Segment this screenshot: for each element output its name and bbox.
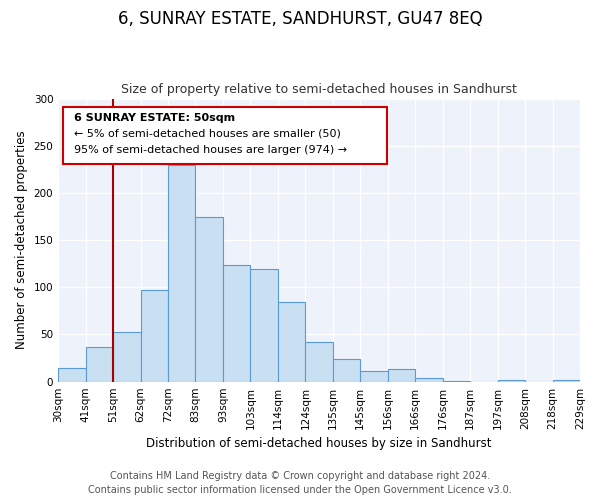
Bar bbox=[86, 347, 113, 382]
Bar bbox=[553, 380, 580, 382]
Bar bbox=[113, 332, 140, 382]
Bar bbox=[250, 270, 278, 382]
Bar bbox=[497, 380, 525, 382]
Bar bbox=[415, 378, 443, 382]
X-axis label: Distribution of semi-detached houses by size in Sandhurst: Distribution of semi-detached houses by … bbox=[146, 437, 492, 450]
Bar bbox=[443, 380, 470, 382]
Text: 6, SUNRAY ESTATE, SANDHURST, GU47 8EQ: 6, SUNRAY ESTATE, SANDHURST, GU47 8EQ bbox=[118, 10, 482, 28]
Bar bbox=[140, 290, 168, 382]
Bar bbox=[278, 302, 305, 382]
Title: Size of property relative to semi-detached houses in Sandhurst: Size of property relative to semi-detach… bbox=[121, 83, 517, 96]
FancyBboxPatch shape bbox=[64, 107, 387, 164]
Bar bbox=[58, 368, 86, 382]
Text: ← 5% of semi-detached houses are smaller (50): ← 5% of semi-detached houses are smaller… bbox=[74, 129, 341, 139]
Bar bbox=[196, 216, 223, 382]
Text: 6 SUNRAY ESTATE: 50sqm: 6 SUNRAY ESTATE: 50sqm bbox=[74, 112, 235, 122]
Bar bbox=[333, 359, 360, 382]
Bar bbox=[305, 342, 333, 382]
Y-axis label: Number of semi-detached properties: Number of semi-detached properties bbox=[15, 131, 28, 350]
Bar bbox=[168, 164, 196, 382]
Text: Contains HM Land Registry data © Crown copyright and database right 2024.
Contai: Contains HM Land Registry data © Crown c… bbox=[88, 471, 512, 495]
Bar bbox=[223, 264, 250, 382]
Text: 95% of semi-detached houses are larger (974) →: 95% of semi-detached houses are larger (… bbox=[74, 145, 347, 155]
Bar bbox=[388, 370, 415, 382]
Bar bbox=[360, 372, 388, 382]
